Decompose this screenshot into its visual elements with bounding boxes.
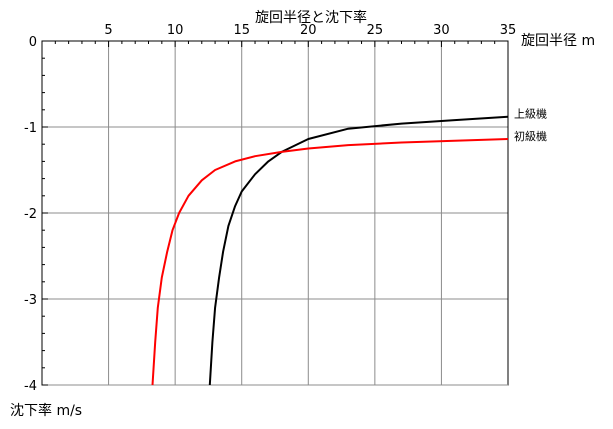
- x-tick-label: 10: [167, 23, 184, 38]
- series-line-2: [151, 138, 509, 386]
- y-tick-label: -3: [24, 293, 37, 308]
- y-tick-label: -2: [24, 207, 37, 222]
- x-tick-label: 25: [367, 23, 384, 38]
- grid: [41, 40, 509, 386]
- y-tick-label: 0: [29, 35, 37, 50]
- series-layer: [151, 115, 509, 386]
- x-tick-label: 20: [300, 23, 317, 38]
- y-axis-label: 沈下率 m/s: [10, 402, 82, 419]
- minor-ticks: [41, 40, 509, 386]
- series-label-2: 初級機: [514, 129, 547, 143]
- chart-title: 旋回半径と沈下率: [255, 9, 367, 26]
- y-tick-labels: 0 -1 -2 -3 -4: [24, 35, 37, 394]
- series-label-1: 上級機: [514, 107, 547, 121]
- y-tick-label: -4: [24, 379, 37, 394]
- x-tick-label: 35: [500, 23, 517, 38]
- x-tick-label: 15: [233, 23, 250, 38]
- x-tick-label: 5: [104, 23, 112, 38]
- y-tick-label: -1: [24, 121, 37, 136]
- x-tick-label: 30: [433, 23, 450, 38]
- series-line-1: [208, 115, 509, 386]
- x-tick-labels: 5 10 15 20 25 30 35: [104, 23, 516, 38]
- x-axis-label: 旋回半径 m: [521, 33, 595, 49]
